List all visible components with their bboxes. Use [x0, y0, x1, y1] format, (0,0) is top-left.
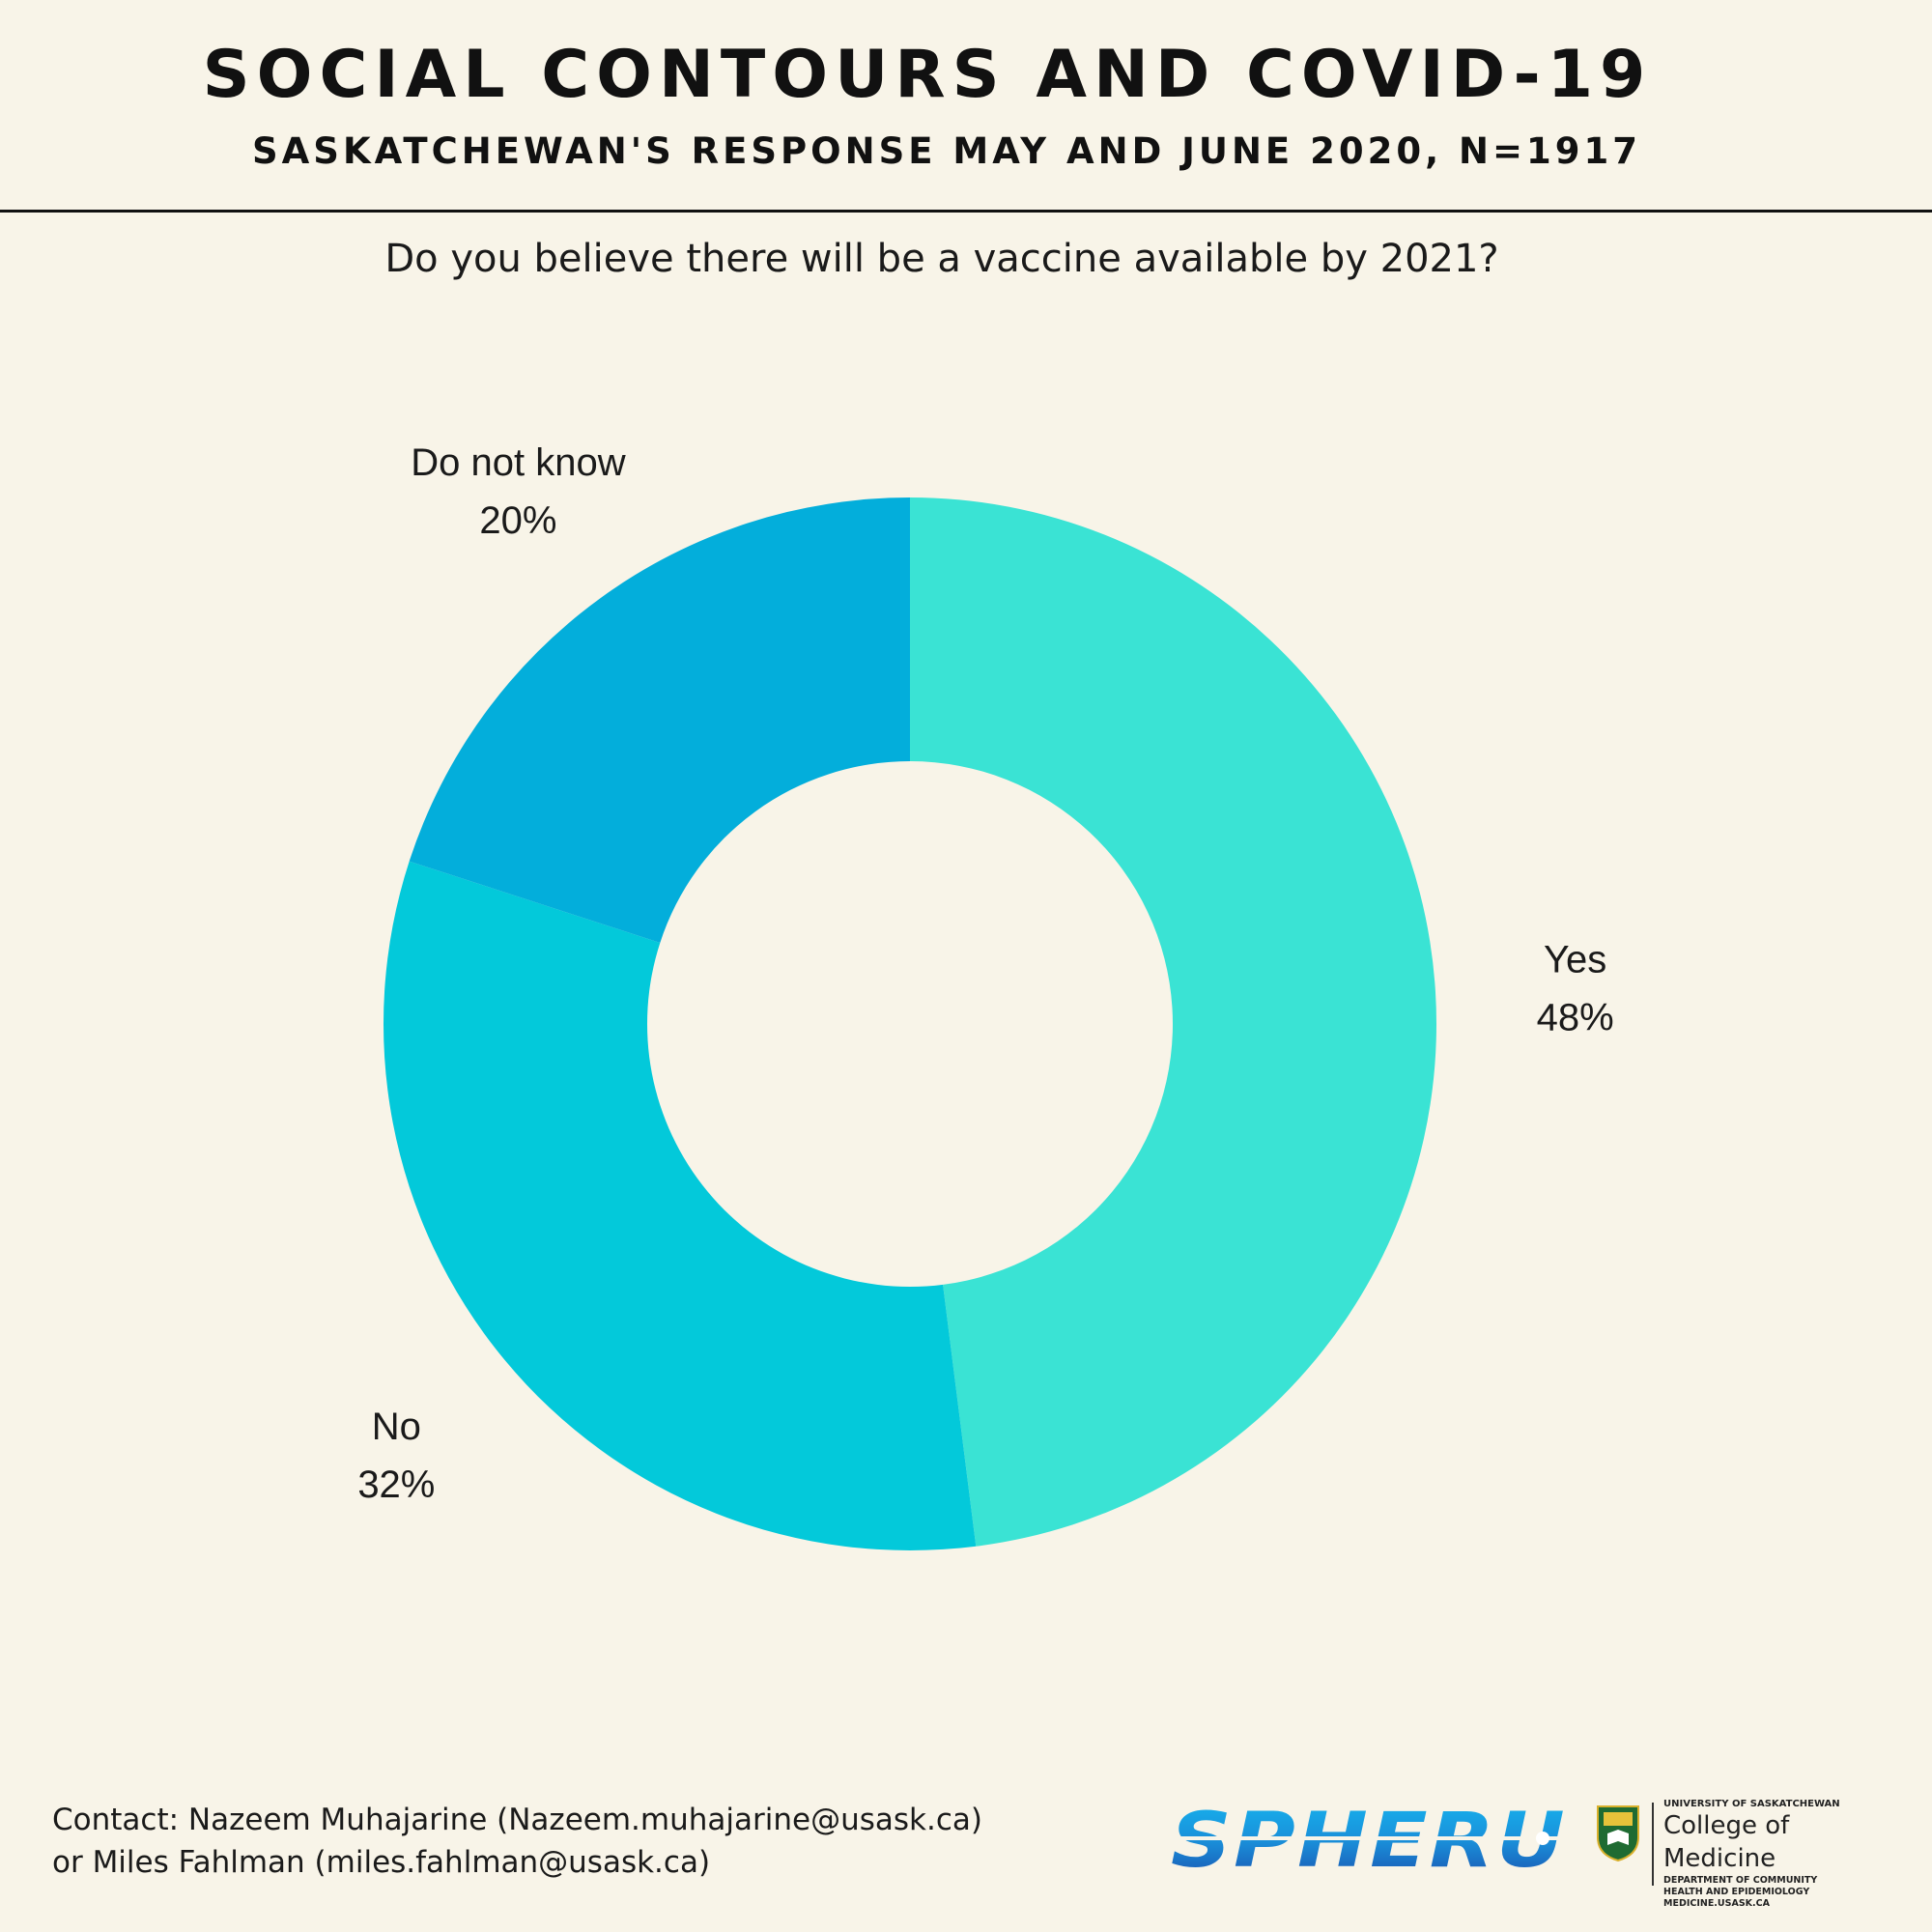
slice-label-do-not-know: Do not know: [411, 441, 625, 484]
department-line-1: DEPARTMENT OF COMMUNITY: [1663, 1875, 1818, 1886]
slice-value-yes: 48%: [1537, 997, 1614, 1039]
slice-value-no: 32%: [357, 1463, 435, 1506]
survey-question: Do you believe there will be a vaccine a…: [384, 237, 1499, 281]
contact-line-1: Contact: Nazeem Muhajarine (Nazeem.muhaj…: [52, 1803, 982, 1837]
page-title: SOCIAL CONTOURS AND COVID-19: [202, 37, 1653, 113]
usask-logo: UNIVERSITY OF SASKATCHEWAN College of Me…: [1596, 1799, 1905, 1909]
slice-label-no: No: [372, 1406, 421, 1448]
usask-crest-icon: [1597, 1805, 1639, 1862]
spheru-star-icon: [1536, 1832, 1549, 1845]
spheru-logo-stripe: [1171, 1836, 1572, 1840]
slice-value-do-not-know: 20%: [479, 499, 556, 542]
header-divider: [0, 210, 1932, 213]
contact-line-2: or Miles Fahlman (miles.fahlman@usask.ca…: [52, 1845, 711, 1880]
usask-divider: [1652, 1803, 1654, 1886]
department-line-2: HEALTH AND EPIDEMIOLOGY: [1663, 1887, 1810, 1897]
contact-info: Contact: Nazeem Muhajarine (Nazeem.muhaj…: [52, 1799, 982, 1884]
page-subtitle: SASKATCHEWAN'S RESPONSE MAY AND JUNE 202…: [252, 130, 1641, 172]
spheru-logo: SPHERU: [1171, 1804, 1572, 1872]
college-website: MEDICINE.USASK.CA: [1663, 1898, 1770, 1909]
slice-label-yes: Yes: [1544, 939, 1606, 981]
donut-slice-no: [383, 861, 977, 1551]
donut-slice-do-not-know: [409, 497, 910, 943]
university-name: UNIVERSITY OF SASKATCHEWAN: [1663, 1799, 1840, 1809]
college-name: College of Medicine: [1663, 1811, 1790, 1873]
donut-slice-yes: [910, 497, 1437, 1547]
